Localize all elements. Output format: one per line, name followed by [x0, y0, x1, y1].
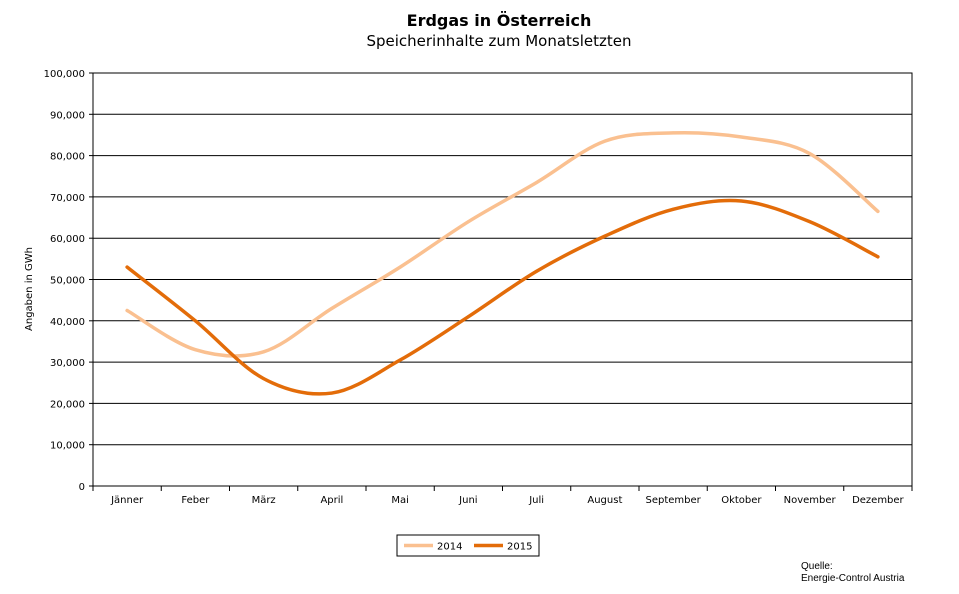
source-name: Energie-Control Austria [801, 573, 905, 584]
x-tick-label: August [587, 495, 622, 506]
data-point-2014 [739, 135, 743, 139]
x-tick-label: Dezember [852, 495, 904, 506]
data-point-2014 [808, 152, 812, 156]
y-tick-label: 100,000 [44, 69, 85, 80]
data-point-2014 [398, 265, 402, 269]
data-point-2014 [125, 308, 129, 312]
data-point-2014 [330, 306, 334, 310]
chart-title: Erdgas in Österreich [406, 11, 592, 30]
source-label: Quelle: [801, 561, 833, 572]
x-tick-label: Juni [458, 495, 477, 506]
x-axis: Jänner Feber März April Mai Juni Juli August Sep… [92, 486, 913, 506]
data-point-2014 [262, 350, 266, 354]
source-note: Quelle: Energie-Control Austria [801, 561, 904, 585]
data-point-2015 [466, 315, 470, 319]
y-tick-label: 70,000 [50, 193, 85, 204]
y-tick-label: 0 [79, 482, 85, 493]
y-tick-label: 40,000 [50, 317, 85, 328]
x-tick-label: März [252, 495, 276, 506]
y-tick-label: 50,000 [50, 276, 85, 287]
data-point-2015 [671, 207, 675, 211]
legend-label-2014: 2014 [437, 542, 462, 553]
data-point-2015 [876, 255, 880, 259]
x-tick-label: September [645, 495, 701, 506]
y-tick-label: 20,000 [50, 399, 85, 410]
data-point-2015 [193, 319, 197, 323]
y-axis-label: Angaben in GWh [24, 247, 35, 331]
data-point-2015 [739, 199, 743, 203]
x-tick-label: Jänner [110, 495, 144, 506]
x-tick-label: April [320, 495, 343, 506]
data-point-2015 [330, 391, 334, 395]
data-point-2015 [535, 269, 539, 273]
series-line-2015 [125, 198, 880, 396]
legend-box [396, 534, 540, 557]
y-tick-label: 80,000 [50, 152, 85, 163]
legend-label-2015: 2015 [507, 542, 532, 553]
data-point-2014 [535, 180, 539, 184]
legend: 2014 2015 [396, 534, 540, 557]
data-point-2015 [398, 358, 402, 362]
data-point-2014 [876, 209, 880, 213]
y-axis: 0 10,000 20,000 30,000 40,000 50,000 60,000 70,… [44, 69, 93, 493]
series-line-2014 [125, 130, 880, 358]
data-point-2015 [125, 265, 129, 269]
data-point-2014 [603, 139, 607, 143]
x-tick-label: November [784, 495, 837, 506]
data-point-2014 [193, 348, 197, 352]
data-point-2014 [671, 131, 675, 135]
x-tick-label: Mai [391, 495, 409, 506]
data-point-2015 [262, 377, 266, 381]
x-tick-label: Oktober [721, 495, 762, 506]
y-tick-label: 90,000 [50, 110, 85, 121]
data-point-2015 [808, 220, 812, 224]
x-tick-label: Feber [181, 495, 210, 506]
y-tick-label: 30,000 [50, 358, 85, 369]
gridlines [93, 113, 912, 446]
data-point-2014 [466, 220, 470, 224]
x-tick-label: Juli [528, 495, 544, 506]
series-lines [125, 130, 880, 396]
chart-subtitle: Speicherinhalte zum Monatsletzten [366, 32, 632, 50]
y-tick-label: 60,000 [50, 234, 85, 245]
data-point-2015 [603, 234, 607, 238]
y-tick-label: 10,000 [50, 441, 85, 452]
